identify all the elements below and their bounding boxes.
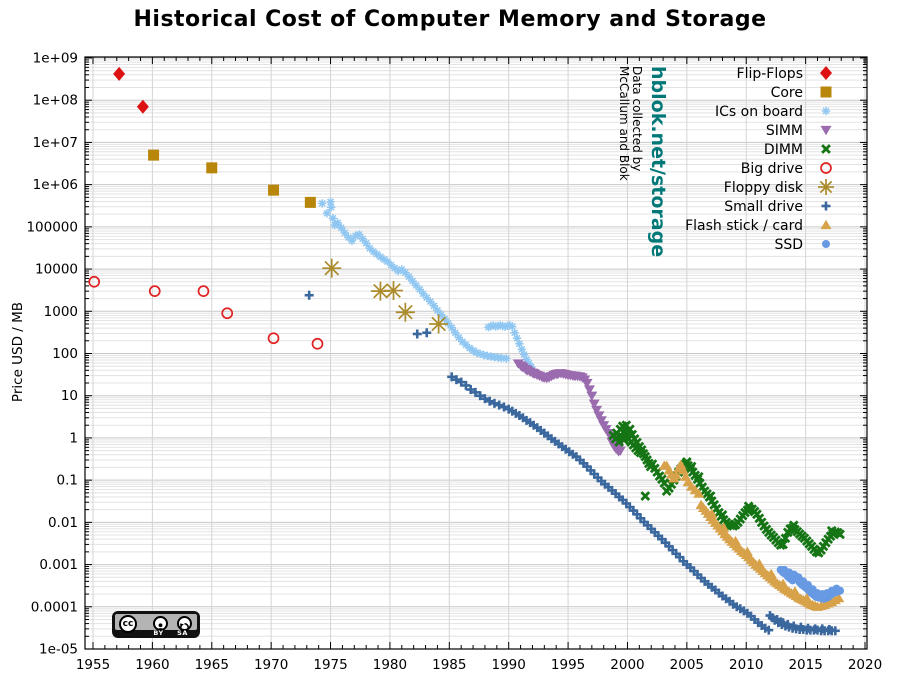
- cc-by-label: BY: [153, 629, 164, 637]
- y-axis-title: Price USD / MB: [10, 301, 26, 403]
- x-tick-label: 1995: [551, 657, 585, 673]
- y-tick-label: 0.01: [48, 515, 78, 531]
- legend-label-small-drive: Small drive: [724, 199, 803, 215]
- legend-row-big-drive: Big drive: [741, 161, 832, 177]
- cc-by-person-icon: [153, 616, 168, 632]
- legend-label-core: Core: [771, 85, 803, 101]
- legend-label-big-drive: Big drive: [741, 161, 803, 177]
- y-tick-labels: 1e+091e+081e+071e+0610000010000100010010…: [26, 51, 78, 658]
- credit-line-2: McCallum and Blok: [617, 66, 632, 181]
- legend: Flip-Flops Core ICs on board SIMM DIMM Big dr…: [685, 66, 834, 253]
- chart-title: Historical Cost of Computer Memory and S…: [133, 7, 767, 32]
- cc-license-badge: cc BY SA: [112, 611, 200, 638]
- x-tick-label: 1955: [76, 657, 110, 673]
- y-tick-label: 100000: [26, 219, 78, 235]
- cc-sa-arrow-icon: [177, 616, 192, 632]
- legend-row-core: Core: [771, 85, 832, 101]
- legend-row-flash-stick-card: Flash stick / card: [685, 218, 832, 234]
- credit-note: Data collected by McCallum and Blok: [617, 66, 645, 181]
- legend-label-flash-stick-card: Flash stick / card: [685, 218, 803, 234]
- legend-row-simm: SIMM: [766, 123, 832, 139]
- cc-icon: cc: [119, 615, 137, 633]
- series-dimm: [608, 420, 845, 558]
- x-tick-label: 2015: [788, 657, 822, 673]
- y-tick-label: 10000: [35, 262, 78, 278]
- y-tick-label: 1e-05: [39, 641, 78, 657]
- x-tick-label: 1975: [313, 657, 347, 673]
- legend-label-dimm: DIMM: [764, 142, 803, 158]
- watermark-site: hblok.net/storage: [647, 66, 669, 258]
- legend-label-flip-flops: Flip-Flops: [737, 66, 803, 82]
- legend-label-simm: SIMM: [766, 123, 803, 139]
- x-tick-label: 2010: [729, 657, 763, 673]
- y-tick-label: 1e+06: [33, 177, 78, 193]
- x-tick-label: 2000: [610, 657, 644, 673]
- series-core: [148, 149, 316, 208]
- x-tick-labels: 1955 1960 1965 1970 1975 1980 1985 1990 1995 2000…: [76, 657, 882, 673]
- x-tick-label: 1985: [432, 657, 466, 673]
- credit-line-1: Data collected by: [630, 66, 644, 172]
- series-floppy-disk: [322, 258, 449, 334]
- y-tick-label: 100: [52, 346, 78, 362]
- cc-sa-label: SA: [177, 629, 188, 637]
- legend-row-ssd: SSD: [774, 237, 830, 253]
- series-flip-flops: [113, 66, 149, 114]
- y-tick-label: 10: [61, 388, 78, 404]
- legend-row-flip-flops: Flip-Flops: [737, 66, 832, 82]
- axis-ticks: [85, 57, 867, 650]
- y-tick-label: 1e+09: [33, 51, 78, 67]
- x-tick-label: 2005: [670, 657, 704, 673]
- legend-row-ics-on-board: ICs on board: [715, 104, 831, 120]
- y-tick-label: 1000: [44, 304, 78, 320]
- y-tick-label: 1e+08: [33, 93, 78, 109]
- y-tick-label: 0.0001: [31, 599, 78, 615]
- legend-row-floppy-disk: Floppy disk: [724, 179, 834, 196]
- y-tick-label: 1: [69, 430, 78, 446]
- legend-row-small-drive: Small drive: [724, 199, 831, 215]
- x-tick-label: 1965: [195, 657, 229, 673]
- x-tick-label: 1960: [135, 657, 169, 673]
- series-ssd: [776, 565, 845, 603]
- x-tick-label: 1980: [373, 657, 407, 673]
- series-ics-on-board: [318, 197, 536, 372]
- legend-row-dimm: DIMM: [764, 142, 831, 158]
- legend-label-ssd: SSD: [774, 237, 803, 253]
- y-tick-label: 0.001: [39, 557, 78, 573]
- y-tick-label: 1e+07: [33, 135, 78, 151]
- legend-label-ics-on-board: ICs on board: [715, 104, 803, 120]
- series-small-drive: [304, 290, 840, 636]
- series-flash-stick-card: [658, 459, 845, 611]
- x-tick-label: 2020: [848, 657, 882, 673]
- y-tick-label: 0.1: [57, 473, 78, 489]
- x-tick-label: 1970: [254, 657, 288, 673]
- x-tick-label: 1990: [492, 657, 526, 673]
- series-big-drive: [88, 275, 324, 350]
- legend-label-floppy-disk: Floppy disk: [724, 180, 804, 196]
